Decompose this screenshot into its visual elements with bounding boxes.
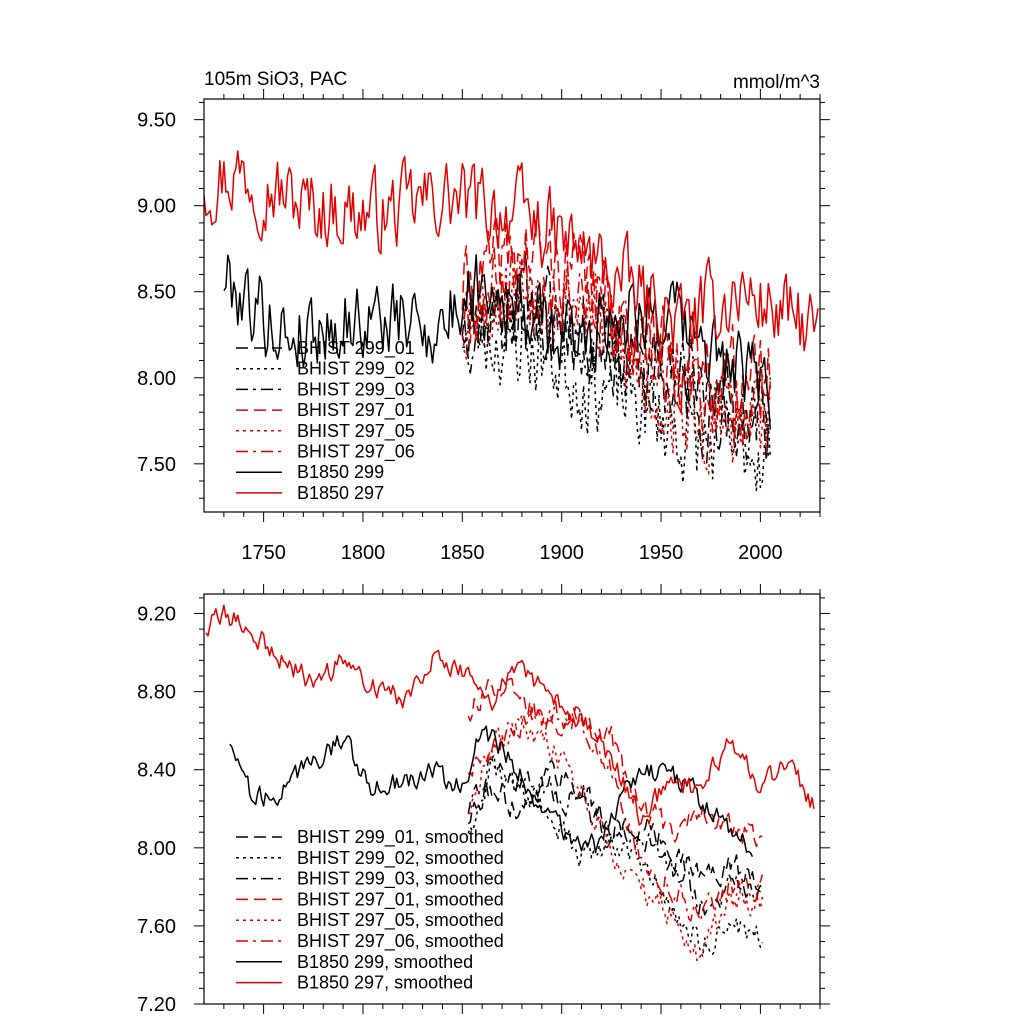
series-line-bhist-299-01-smoothed <box>467 759 764 893</box>
y-tick-label: 8.50 <box>137 282 176 304</box>
legend-label-bhist-299-03: BHIST 299_03 <box>297 379 415 400</box>
series-line-bhist-299-02 <box>462 294 772 492</box>
y-tick-label: 8.40 <box>137 760 176 782</box>
series-line-b1850-297 <box>203 150 819 359</box>
legend-label-b1850-299-smoothed: B1850 299, smoothed <box>297 952 473 972</box>
series-line-bhist-299-01 <box>461 251 772 465</box>
series-line-bhist-297-01 <box>461 214 772 421</box>
top-panel: 105m SiO3, PAC mmol/m^3 1750 1800 1850 1900… <box>137 69 830 564</box>
x-tick-label: 1900 <box>539 542 584 564</box>
legend-label-bhist-297-05: BHIST 297_05 <box>297 421 415 442</box>
top-panel-axes: 1750 1800 1850 1900 1950 2000 7.50 8.00 8.50 9.00… <box>137 89 830 564</box>
bottom-panel: 7.20 7.60 8.00 8.40 8.80 9.20 BHIST 299_01, s… <box>137 584 830 1016</box>
plot-frame <box>203 593 821 1005</box>
series-line-bhist-297-06-smoothed <box>467 700 764 922</box>
legend-label-bhist-297-06-smoothed: BHIST 297_06, smoothed <box>297 931 504 952</box>
legend-label-b1850-299: B1850 299 <box>297 462 384 482</box>
series-line-bhist-299-02-smoothed <box>467 754 764 958</box>
legend-label-bhist-297-01-smoothed: BHIST 297_01, smoothed <box>297 889 504 910</box>
series-line-bhist-299-03 <box>461 278 771 461</box>
legend-label-bhist-299-01: BHIST 299_01 <box>297 338 415 359</box>
y-tick-label: 8.00 <box>137 368 176 390</box>
y-tick-label: 7.20 <box>137 994 176 1016</box>
legend-label-bhist-299-03-smoothed: BHIST 299_03, smoothed <box>297 869 504 890</box>
legend-label-bhist-299-01-smoothed: BHIST 299_01, smoothed <box>297 827 504 848</box>
x-tick-label: 2000 <box>738 542 783 564</box>
legend-label-b1850-297: B1850 297 <box>297 483 384 503</box>
top-panel-series <box>203 150 819 492</box>
series-line-bhist-297-06 <box>462 242 772 448</box>
series-line-b1850-297-smoothed <box>205 604 815 826</box>
x-tick-label: 1750 <box>241 542 286 564</box>
legend-label-bhist-297-05-smoothed: BHIST 297_05, smoothed <box>297 910 504 931</box>
bottom-panel-series <box>205 604 815 962</box>
series-line-b1850-299 <box>223 254 772 430</box>
series-line-b1850-299-smoothed <box>229 725 754 858</box>
series-line-bhist-299-03-smoothed <box>467 758 763 916</box>
top-panel-title: 105m SiO3, PAC <box>204 69 347 90</box>
y-tick-label: 7.60 <box>137 916 176 938</box>
plot-frame <box>203 98 821 513</box>
bottom-panel-axes: 7.20 7.60 8.00 8.40 8.80 9.20 <box>137 584 830 1016</box>
x-tick-label: 1850 <box>440 542 485 564</box>
y-tick-label: 8.80 <box>137 682 176 704</box>
legend-label-b1850-297-smoothed: B1850 297, smoothed <box>297 973 473 993</box>
top-panel-units: mmol/m^3 <box>733 72 820 93</box>
legend-label-bhist-299-02: BHIST 299_02 <box>297 359 415 380</box>
legend-label-bhist-297-06: BHIST 297_06 <box>297 442 415 463</box>
y-tick-label: 7.50 <box>137 454 176 476</box>
y-tick-label: 8.00 <box>137 838 176 860</box>
legend-label-bhist-297-01: BHIST 297_01 <box>297 400 415 421</box>
x-tick-label: 1950 <box>639 542 684 564</box>
legend-label-bhist-299-02-smoothed: BHIST 299_02, smoothed <box>297 848 504 869</box>
x-tick-label: 1800 <box>341 542 386 564</box>
series-line-bhist-297-05-smoothed <box>468 714 764 962</box>
y-tick-label: 9.50 <box>137 110 176 132</box>
y-tick-label: 9.20 <box>137 604 176 626</box>
y-tick-label: 9.00 <box>137 196 176 218</box>
